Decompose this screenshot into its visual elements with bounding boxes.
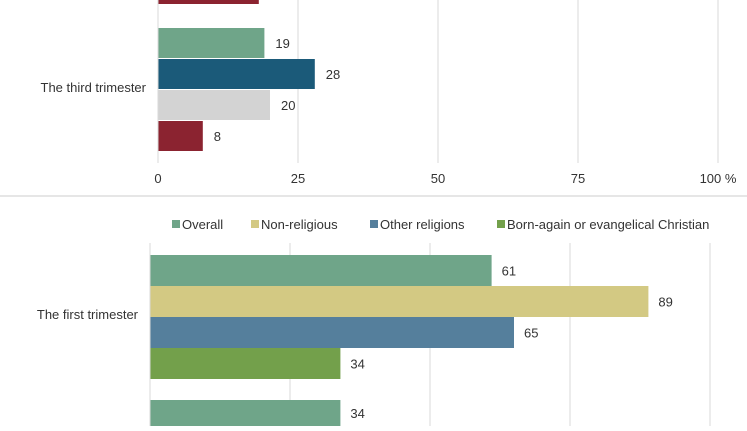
data-label: 34 xyxy=(350,357,364,372)
legend-swatch xyxy=(370,220,378,228)
data-label: 65 xyxy=(524,326,538,341)
legend-swatch xyxy=(251,220,259,228)
bar xyxy=(150,255,492,286)
tick-label: 0 xyxy=(154,171,161,186)
bar-partial xyxy=(158,0,259,4)
bar xyxy=(150,348,341,379)
bar xyxy=(158,121,203,151)
legend-label: Non-religious xyxy=(261,217,338,232)
bar xyxy=(158,59,315,89)
data-label: 34 xyxy=(350,406,364,421)
category-label: The first trimester xyxy=(37,307,139,322)
legend-swatch xyxy=(497,220,505,228)
data-label: 20 xyxy=(281,98,295,113)
legend-label: Other religions xyxy=(380,217,465,232)
tick-label: 100 % xyxy=(700,171,737,186)
legend-label: Overall xyxy=(182,217,223,232)
data-label: 28 xyxy=(326,67,340,82)
category-label: The third trimester xyxy=(41,80,147,95)
data-label: 89 xyxy=(658,295,672,310)
bar xyxy=(150,286,649,317)
bar xyxy=(158,28,265,58)
bar-partial xyxy=(150,400,341,431)
tick-label: 75 xyxy=(571,171,585,186)
data-label: 19 xyxy=(275,36,289,51)
legend-swatch xyxy=(172,220,180,228)
bar xyxy=(158,90,270,120)
legend-label: Born-again or evangelical Christian xyxy=(507,217,709,232)
tick-label: 25 xyxy=(291,171,305,186)
data-label: 61 xyxy=(502,264,516,279)
data-label: 8 xyxy=(214,129,221,144)
bar xyxy=(150,317,514,348)
tick-label: 50 xyxy=(431,171,445,186)
